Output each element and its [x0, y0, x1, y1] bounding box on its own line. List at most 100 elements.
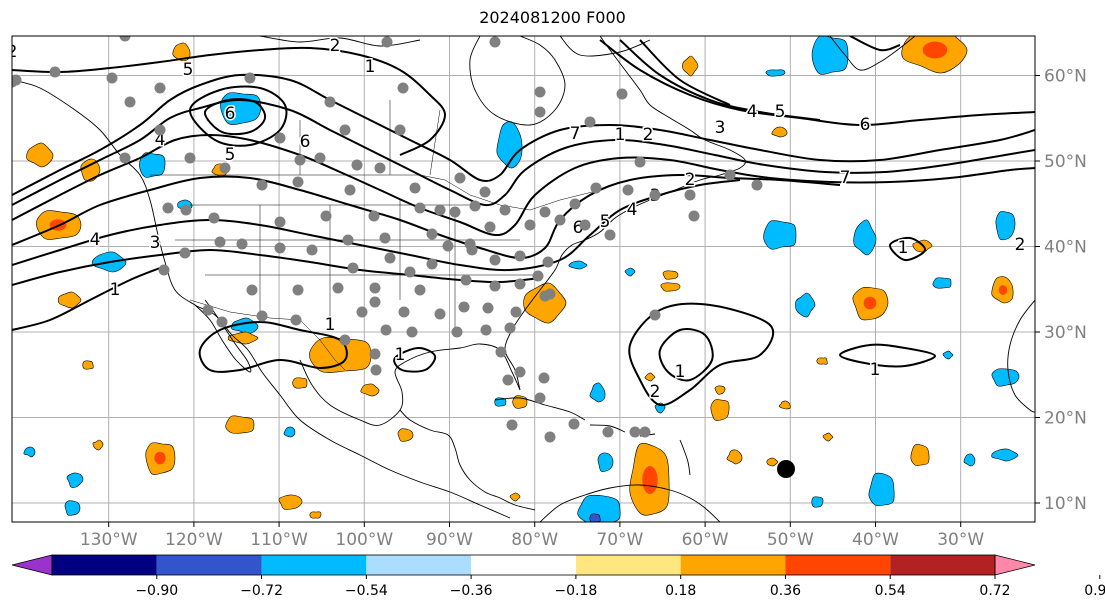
station-marker	[426, 228, 438, 240]
station-marker	[246, 284, 258, 296]
colorbar-extend-min	[11, 554, 53, 576]
anomaly-blob	[26, 142, 54, 168]
colorbar-segment	[890, 555, 995, 575]
lat-tick-label: 60°N	[1044, 67, 1087, 87]
anomaly-blob	[910, 444, 930, 466]
contour-labels: 2123456712345676543216542111121	[12, 36, 1027, 404]
station-marker	[406, 326, 418, 338]
lon-tick-label: 130°W	[80, 530, 138, 550]
anomaly-blob	[577, 494, 621, 522]
anomaly-blob	[92, 439, 104, 451]
station-marker	[724, 169, 736, 181]
station-marker	[538, 372, 550, 384]
contour-line	[12, 73, 1035, 196]
lon-tick-label: 100°W	[335, 530, 393, 550]
lat-tick-label: 20°N	[1044, 409, 1087, 429]
contour-label: 6	[225, 104, 236, 124]
station-marker	[751, 179, 763, 191]
anomaly-blob	[811, 36, 849, 75]
station-marker	[534, 86, 546, 98]
anomaly-blob	[726, 449, 743, 465]
station-marker	[502, 374, 514, 386]
contour-label: 3	[715, 118, 726, 138]
station-marker	[124, 96, 136, 108]
lon-tick-label: 60°W	[682, 530, 729, 550]
contour-label: 4	[627, 200, 638, 220]
station-marker	[434, 204, 446, 216]
station-marker	[414, 202, 426, 214]
station-marker	[292, 284, 304, 296]
anomaly-blob	[991, 368, 1020, 387]
station-marker	[454, 172, 466, 184]
contour-label: 1	[365, 57, 376, 77]
station-marker	[649, 189, 661, 201]
storm-center-marker	[777, 460, 795, 478]
anomaly-core	[154, 451, 166, 465]
station-marker	[158, 264, 170, 276]
station-marker	[524, 219, 536, 231]
station-marker	[320, 210, 332, 222]
station-marker	[484, 221, 496, 233]
station-marker	[688, 210, 700, 222]
anomaly-blob	[589, 382, 606, 403]
station-marker	[539, 290, 551, 302]
station-marker	[368, 210, 380, 222]
station-marker	[380, 324, 392, 336]
contour-line	[639, 39, 731, 106]
station-marker	[332, 282, 344, 294]
station-marker	[339, 124, 351, 136]
station-marker	[274, 242, 286, 254]
station-marker	[616, 88, 628, 100]
station-marker	[394, 124, 406, 136]
coastline-segment	[829, 36, 916, 71]
anomaly-blob	[714, 385, 726, 395]
station-marker	[458, 301, 470, 313]
colorbar-label: 0.54	[875, 583, 906, 599]
contour-ring	[189, 85, 288, 147]
station-marker	[489, 280, 501, 292]
station-marker	[324, 96, 336, 108]
station-marker	[506, 419, 518, 431]
anomaly-blob	[292, 377, 308, 389]
coastline-segment	[559, 36, 651, 57]
colorbar-frame	[51, 554, 996, 576]
station-markers	[12, 36, 795, 478]
anomaly-blob	[283, 426, 296, 438]
station-marker	[590, 182, 602, 194]
contour-line	[849, 36, 901, 52]
lat-tick-label: 30°N	[1044, 323, 1087, 343]
colorbar-label: −0.36	[450, 583, 493, 599]
station-marker	[532, 270, 544, 282]
contour-line	[12, 179, 741, 272]
station-marker	[370, 364, 382, 376]
contour-label: 2	[685, 170, 696, 190]
station-marker	[404, 266, 416, 278]
station-marker	[579, 219, 591, 231]
station-marker	[434, 308, 446, 320]
graticule	[12, 36, 1035, 522]
political-border	[429, 109, 441, 176]
anomaly-blob	[172, 42, 191, 62]
colorbar-segment	[156, 555, 262, 575]
coastline-segment	[539, 484, 721, 522]
station-marker	[49, 66, 61, 78]
anomaly-blob	[710, 399, 730, 421]
contour-label: 5	[775, 102, 786, 122]
station-marker	[119, 152, 131, 164]
coastline-segment	[589, 424, 626, 433]
station-marker	[504, 322, 516, 334]
station-marker	[684, 189, 696, 201]
station-marker	[449, 206, 461, 218]
station-marker	[460, 274, 472, 286]
colorbar-label: −0.54	[345, 583, 388, 599]
contour-ring	[628, 302, 775, 407]
station-marker	[482, 302, 494, 314]
station-marker	[154, 124, 166, 136]
station-marker	[499, 204, 511, 216]
station-marker	[384, 252, 396, 264]
colorbar-segment	[785, 555, 891, 575]
anomaly-blob	[660, 282, 681, 292]
station-marker	[409, 182, 421, 194]
contour-label: 5	[225, 145, 236, 165]
